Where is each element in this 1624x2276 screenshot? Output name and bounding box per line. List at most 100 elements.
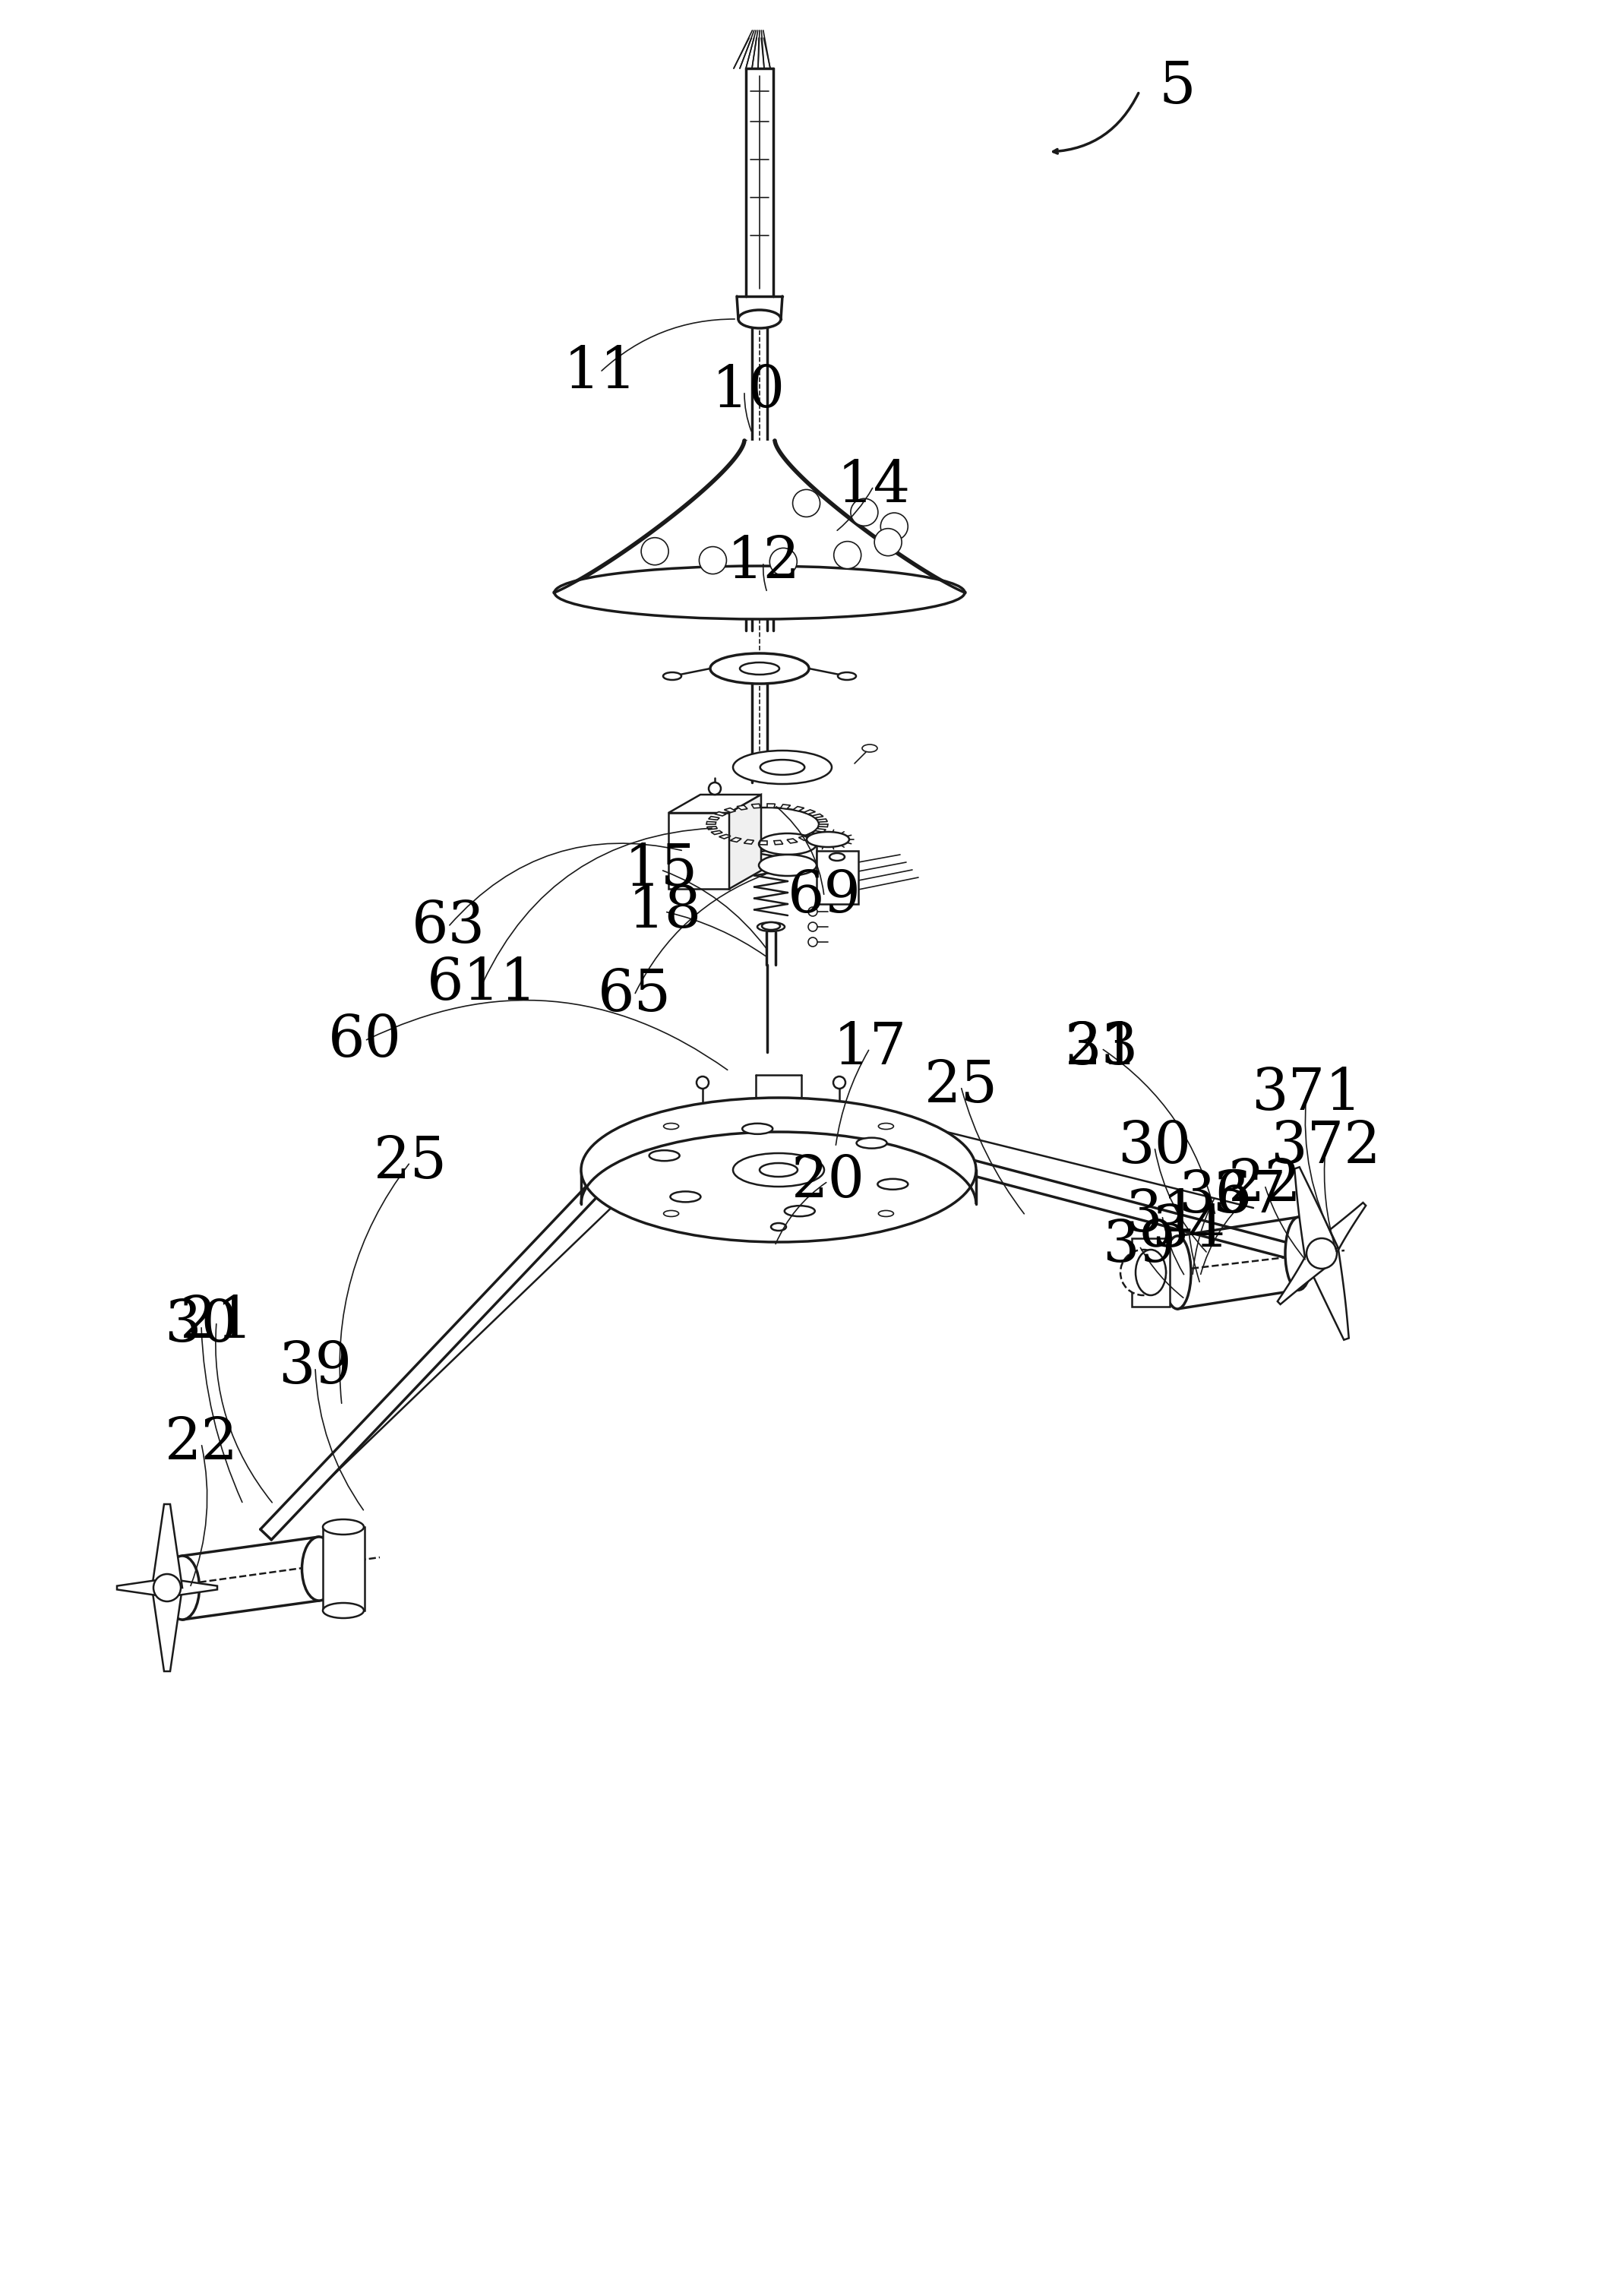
Polygon shape [719,835,731,840]
Ellipse shape [862,744,877,751]
Text: 5: 5 [1160,59,1195,116]
Ellipse shape [741,662,780,674]
Polygon shape [711,831,723,835]
Polygon shape [752,803,760,808]
Ellipse shape [742,1124,773,1133]
Polygon shape [117,1580,167,1598]
Polygon shape [715,813,726,815]
Ellipse shape [671,1190,700,1202]
Ellipse shape [807,831,849,847]
Polygon shape [737,806,747,810]
Ellipse shape [879,1124,893,1129]
Ellipse shape [770,549,797,576]
Ellipse shape [708,783,721,794]
Ellipse shape [856,1138,887,1149]
Text: 18: 18 [628,883,702,940]
Text: 22: 22 [164,1416,239,1473]
Text: 372: 372 [1270,1120,1380,1174]
Polygon shape [1306,1247,1350,1341]
Polygon shape [804,810,815,815]
Ellipse shape [153,1575,180,1602]
Text: 36: 36 [1179,1168,1252,1224]
Text: 15: 15 [624,842,698,899]
Ellipse shape [1164,1236,1190,1309]
Ellipse shape [809,922,817,931]
Text: 21: 21 [1064,1020,1138,1077]
Ellipse shape [758,856,817,876]
Ellipse shape [760,1163,797,1177]
Text: 60: 60 [328,1013,401,1070]
Text: 39: 39 [1103,1218,1176,1275]
Ellipse shape [1285,1218,1312,1290]
Ellipse shape [833,542,861,569]
Polygon shape [767,803,775,808]
Text: 39: 39 [278,1338,352,1395]
Polygon shape [167,1580,218,1598]
Text: 21: 21 [180,1293,253,1350]
Bar [817,851,859,904]
Ellipse shape [302,1536,336,1600]
Polygon shape [775,840,783,844]
Polygon shape [153,1504,182,1589]
Text: 33: 33 [1064,1020,1138,1077]
Ellipse shape [700,546,726,574]
Ellipse shape [739,310,781,328]
Ellipse shape [758,833,817,856]
Text: 25: 25 [374,1133,447,1190]
Ellipse shape [1135,1250,1166,1295]
Bar [669,813,729,890]
Ellipse shape [833,1077,846,1088]
Text: 17: 17 [833,1020,906,1077]
Ellipse shape [809,908,817,917]
Ellipse shape [874,528,901,555]
Polygon shape [818,824,828,826]
Text: 611: 611 [427,956,538,1013]
Polygon shape [760,840,767,844]
Ellipse shape [323,1520,364,1534]
Polygon shape [793,806,804,810]
Ellipse shape [784,1206,815,1215]
Ellipse shape [879,1211,893,1218]
Text: 11: 11 [564,344,637,401]
Ellipse shape [641,537,669,564]
Polygon shape [724,808,736,813]
Polygon shape [153,1589,182,1671]
Ellipse shape [757,922,784,931]
Ellipse shape [1121,1250,1166,1295]
Text: 20: 20 [791,1154,866,1209]
Polygon shape [1312,1202,1366,1263]
Ellipse shape [732,1154,823,1186]
Text: 371: 371 [1250,1065,1363,1122]
Ellipse shape [581,1097,976,1243]
Polygon shape [817,819,828,822]
Ellipse shape [851,498,879,526]
Polygon shape [729,794,762,890]
Ellipse shape [664,1211,679,1218]
Text: 12: 12 [726,535,801,589]
Ellipse shape [732,751,831,783]
Polygon shape [708,817,719,819]
Ellipse shape [166,1557,200,1621]
Text: 31: 31 [1125,1188,1199,1243]
Ellipse shape [697,1077,708,1088]
Text: 25: 25 [924,1058,997,1115]
Polygon shape [706,826,718,828]
Text: 37: 37 [1213,1168,1286,1224]
Text: 14: 14 [836,457,911,514]
Polygon shape [1294,1168,1338,1259]
Ellipse shape [663,671,682,681]
Text: 34: 34 [1151,1202,1226,1259]
Polygon shape [554,442,965,592]
Ellipse shape [830,854,844,860]
Text: 10: 10 [711,364,784,419]
Text: 22: 22 [1228,1156,1301,1213]
Ellipse shape [716,808,818,840]
Text: 30: 30 [1117,1120,1192,1174]
Text: 69: 69 [788,869,861,924]
Ellipse shape [1306,1238,1337,1268]
Ellipse shape [650,1149,679,1161]
Polygon shape [669,794,762,813]
Polygon shape [731,838,742,842]
Polygon shape [815,828,827,833]
Polygon shape [799,835,810,840]
